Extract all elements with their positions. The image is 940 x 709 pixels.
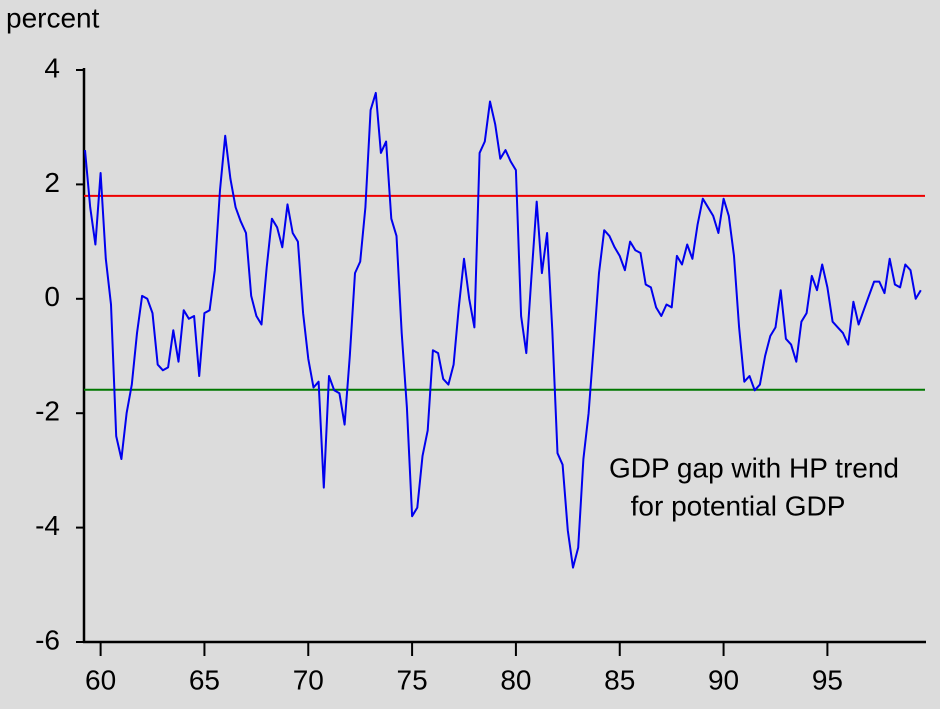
x-tick-label: 80 bbox=[500, 664, 531, 695]
annotation: for potential GDP bbox=[631, 490, 846, 521]
y-tick-label: -4 bbox=[35, 510, 60, 541]
x-tick-label: 75 bbox=[397, 664, 428, 695]
x-tick-label: 60 bbox=[85, 664, 116, 695]
y-tick-label: -2 bbox=[35, 396, 60, 427]
annotation: GDP gap with HP trend bbox=[609, 452, 899, 483]
y-tick-label: 2 bbox=[44, 167, 60, 198]
y-axis-label: percent bbox=[6, 2, 100, 33]
x-tick-label: 90 bbox=[708, 664, 739, 695]
x-tick-label: 70 bbox=[293, 664, 324, 695]
y-tick-label: 4 bbox=[44, 52, 60, 83]
y-tick-label: -6 bbox=[35, 624, 60, 655]
x-tick-label: 85 bbox=[604, 664, 635, 695]
data-line bbox=[84, 91, 922, 569]
y-tick-label: 0 bbox=[44, 281, 60, 312]
x-tick-label: 95 bbox=[812, 664, 843, 695]
x-tick-label: 65 bbox=[189, 664, 220, 695]
